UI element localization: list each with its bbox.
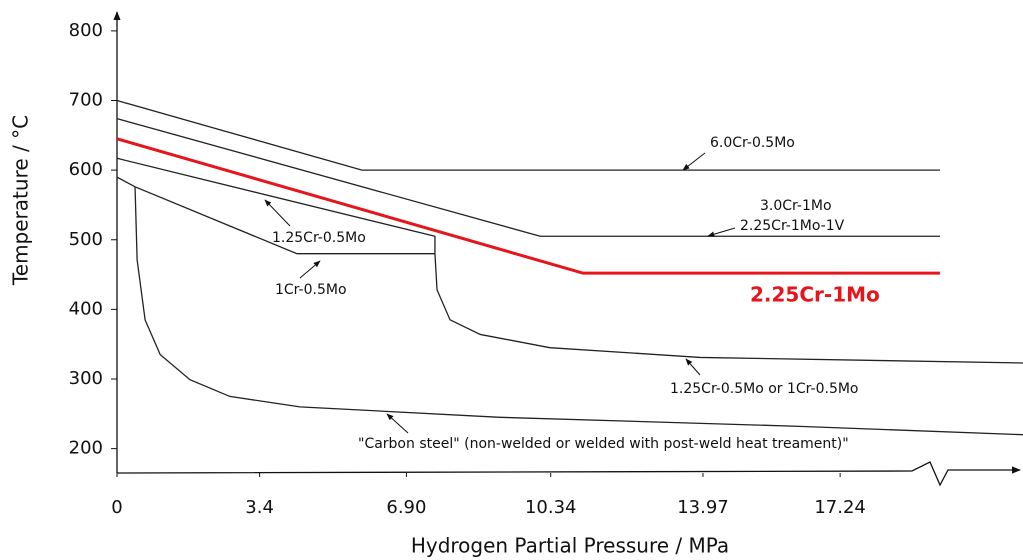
annotation-arrow [682, 152, 706, 171]
x-tick-label: 3.4 [245, 497, 274, 518]
annotation: 1.25Cr-0.5Mo or 1Cr-0.5Mo [670, 381, 859, 397]
annotation: 3.0Cr-1Mo [760, 198, 832, 214]
series-line [116, 117, 940, 237]
annotation: "Carbon steel" (non-welded or welded wit… [358, 436, 849, 452]
annotation-arrow [264, 199, 291, 227]
x-axis [116, 461, 1021, 487]
y-tick-label: 700 [69, 90, 103, 111]
y-tick-label: 500 [69, 229, 103, 250]
x-tick-label: 17.24 [814, 497, 866, 518]
x-tick-label: 10.34 [525, 497, 577, 518]
annotation: 6.0Cr-0.5Mo [710, 135, 795, 151]
y-tick-label: 200 [69, 438, 103, 459]
annotation-arrow [707, 227, 736, 237]
x-tick-label: 13.97 [677, 497, 729, 518]
y-tick-label: 600 [69, 159, 103, 180]
y-axis-title: Temperature / °C [9, 115, 33, 286]
annotation-arrow [299, 260, 321, 279]
y-tick-label: 300 [69, 368, 103, 389]
series-line [116, 157, 436, 254]
y-tick-label: 400 [69, 298, 103, 319]
annotation: 2.25Cr-1Mo-1V [740, 218, 845, 234]
annotation: 1Cr-0.5Mo [275, 282, 347, 298]
x-tick-label: 0 [111, 497, 122, 518]
x-tick-label: 6.90 [386, 497, 426, 518]
annotation-arrow [386, 413, 409, 434]
series-line [116, 137, 940, 275]
annotation-arrow [685, 358, 701, 376]
y-tick-label: 800 [69, 20, 103, 41]
series-line [116, 99, 940, 171]
series-line [434, 253, 1023, 364]
series-line [134, 186, 1023, 436]
annotation: 1.25Cr-0.5Mo [272, 230, 366, 246]
x-axis-title: Hydrogen Partial Pressure / MPa [411, 534, 729, 558]
series-line [116, 176, 435, 255]
annotation: 2.25Cr-1Mo [750, 283, 880, 307]
